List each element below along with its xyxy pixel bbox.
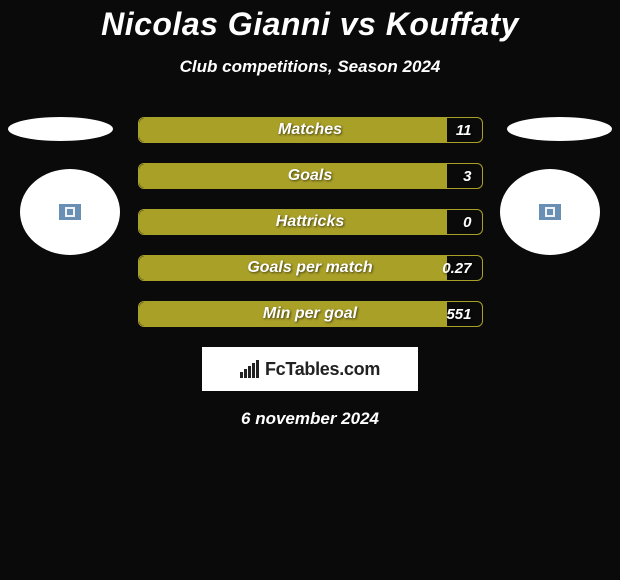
brand-bars-icon: [240, 360, 259, 378]
stat-bar-label: Min per goal: [263, 305, 357, 323]
brand-badge: FcTables.com: [202, 347, 418, 391]
stat-bar-row: Goals 3: [138, 163, 483, 189]
stat-bar-value: 551: [446, 306, 471, 323]
right-player-ellipse: [507, 117, 612, 141]
stat-bar-label: Goals per match: [247, 259, 372, 277]
page-subtitle: Club competitions, Season 2024: [0, 57, 620, 77]
stat-bar-row: Hattricks 0: [138, 209, 483, 235]
stat-bar-value: 0.27: [442, 260, 471, 277]
right-flag-icon: [539, 204, 561, 220]
stat-bar-value: 11: [456, 122, 472, 139]
stat-bar-value: 3: [463, 168, 471, 185]
date-label: 6 november 2024: [0, 409, 620, 429]
stat-bar-value: 0: [463, 214, 471, 231]
stats-bars: Matches 11 Goals 3 Hattricks 0 Goals per match…: [138, 117, 483, 327]
page-title: Nicolas Gianni vs Kouffaty: [0, 0, 620, 43]
brand-text: FcTables.com: [265, 359, 380, 380]
stat-bar-row: Min per goal 551: [138, 301, 483, 327]
stat-bar-label: Hattricks: [276, 213, 344, 231]
left-player-circle: [20, 169, 120, 255]
left-player-ellipse: [8, 117, 113, 141]
left-flag-icon: [59, 204, 81, 220]
stat-bar-row: Matches 11: [138, 117, 483, 143]
stat-bar-label: Goals: [288, 167, 332, 185]
stat-bar-label: Matches: [278, 121, 342, 139]
right-player-circle: [500, 169, 600, 255]
comparison-content: Matches 11 Goals 3 Hattricks 0 Goals per match…: [0, 117, 620, 429]
stat-bar-row: Goals per match 0.27: [138, 255, 483, 281]
